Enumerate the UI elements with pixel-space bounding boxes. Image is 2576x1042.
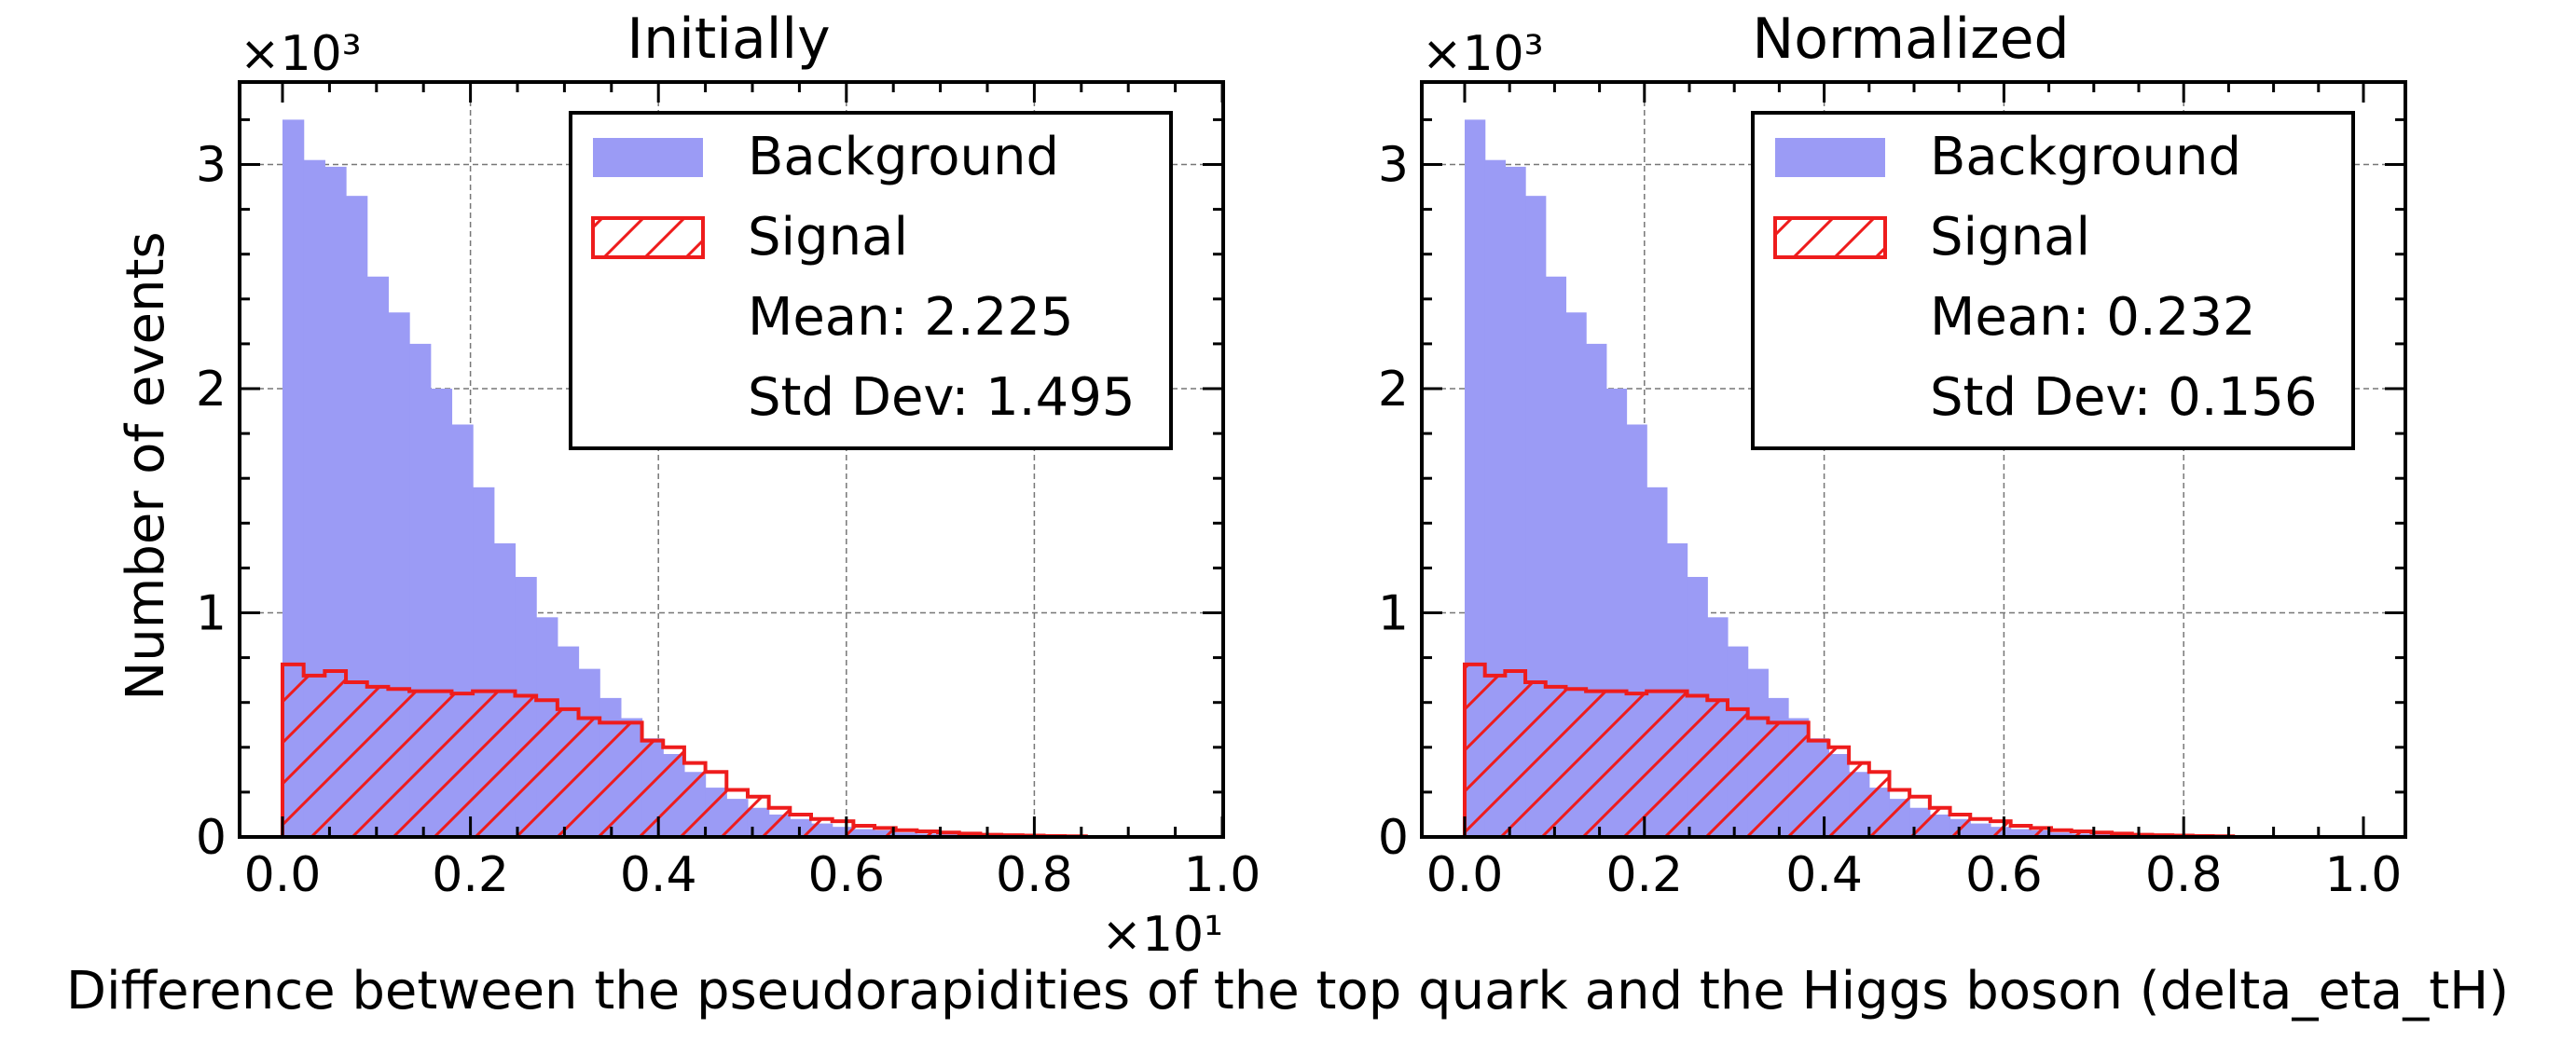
legend: Background Signal Mean: 0.232 Std Dev: 0.15… [1751, 111, 2355, 450]
signal-histogram-outline [281, 662, 1088, 839]
legend-stat-std: Std Dev: 1.495 [748, 367, 1136, 428]
y-tick-label: 3 [196, 138, 227, 194]
x-tick-label: 0.6 [1965, 847, 2043, 903]
y-axis-multiplier: ×10³ [1422, 26, 1544, 82]
background-bar [1465, 119, 1486, 837]
x-tick-label: 1.0 [2325, 847, 2403, 903]
x-tick-label: 0.4 [1785, 847, 1863, 903]
background-bar [1525, 196, 1547, 838]
x-tick-label: 0.0 [244, 847, 322, 903]
x-tick-label: 0.2 [1605, 847, 1683, 903]
chart-title: Normalized [1752, 7, 2069, 72]
legend-stat-std: Std Dev: 0.156 [1930, 367, 2318, 428]
legend-label-background: Background [1930, 127, 2241, 187]
plot-frame [1420, 80, 2407, 839]
legend-swatch-background [1775, 138, 1885, 177]
y-tick-label: 1 [1378, 586, 1409, 642]
y-tick-label: 2 [196, 362, 227, 418]
legend-swatch-signal [1773, 216, 1887, 259]
y-tick-label: 0 [196, 810, 227, 866]
legend-stat-mean: Mean: 0.232 [1930, 287, 2256, 348]
x-tick-label: 0.4 [620, 847, 697, 903]
x-axis-multiplier: ×10¹ [1101, 907, 1223, 963]
x-tick-label: 0.2 [432, 847, 509, 903]
y-tick-label: 2 [1378, 362, 1409, 418]
chart-panel-1: 0.0 0.2 0.4 0.6 0.8 1.0 0 1 2 3 Initially ×10³ ×10¹ N… [116, 7, 1260, 963]
legend-label-background: Background [748, 127, 1059, 187]
y-axis-label: Number of events [116, 231, 176, 700]
legend-stat-mean: Mean: 2.225 [748, 287, 1074, 348]
x-tick-label: 1.0 [1184, 847, 1261, 903]
signal-histogram-outline [1463, 662, 2236, 839]
figure-x-axis-label: Difference between the pseudorapidities … [66, 961, 2509, 1021]
x-tick-label: 0.0 [1426, 847, 1504, 903]
y-axis-multiplier: ×10³ [240, 26, 362, 82]
legend-label-signal: Signal [748, 207, 908, 267]
y-tick-label: 1 [196, 586, 227, 642]
background-bar [346, 196, 368, 838]
legend-swatch-signal [591, 216, 705, 259]
x-tick-label: 0.6 [807, 847, 885, 903]
plot-frame [238, 80, 1225, 839]
background-bar [303, 159, 325, 837]
y-tick-label: 0 [1378, 810, 1409, 866]
legend-swatch-background [593, 138, 703, 177]
legend-label-signal: Signal [1930, 207, 2090, 267]
chart-title: Initially [627, 7, 830, 72]
background-bar [1484, 159, 1506, 837]
x-tick-label: 0.8 [2145, 847, 2223, 903]
y-tick-label: 3 [1378, 138, 1409, 194]
legend: Background Signal Mean: 2.225 Std Dev: 1.49… [569, 111, 1173, 450]
x-tick-label: 0.8 [996, 847, 1073, 903]
chart-panel-2: 0.0 0.2 0.4 0.6 0.8 1.0 0 1 2 3 Normalized ×10³ Back… [1378, 7, 2407, 903]
background-bar [282, 119, 305, 837]
